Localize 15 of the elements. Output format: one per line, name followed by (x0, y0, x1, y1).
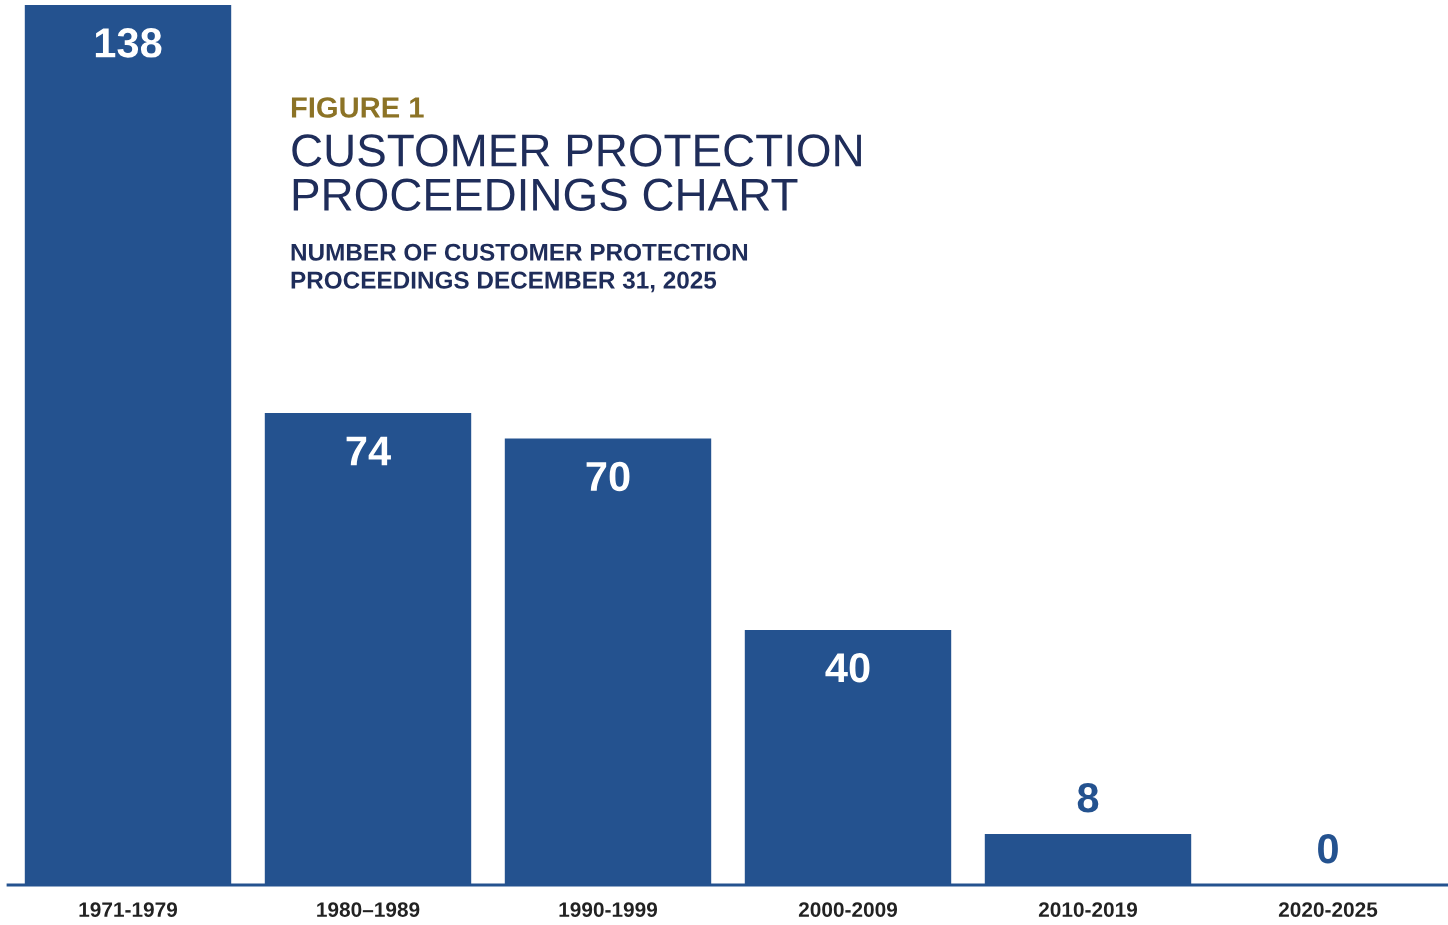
x-tick-label: 2020-2025 (1278, 902, 1378, 917)
text: CUSTOMER PROTECTION PROCEEDINGS CHART (292, 134, 861, 212)
annotation: FIGURE 1 (291, 97, 424, 118)
text: NUMBER OF CUSTOMER PROTECTION PROCEEDINGS DECEMBER 31, 2025 (291, 243, 748, 293)
data-label: 70 (586, 461, 630, 492)
data-label: 74 (346, 436, 391, 466)
data-label: 8 (1077, 783, 1099, 813)
data-label: 138 (95, 28, 162, 58)
x-tick-label: 1980–1989 (317, 902, 420, 917)
data-label: 40 (825, 653, 870, 683)
x-tick-label: 1990-1999 (559, 902, 658, 917)
x-tick-label: 2010-2019 (1038, 902, 1138, 917)
x-tick-label: 1971-1979 (79, 902, 178, 917)
x-tick-label: 2000-2009 (798, 902, 898, 917)
data-label: 0 (1318, 834, 1338, 864)
